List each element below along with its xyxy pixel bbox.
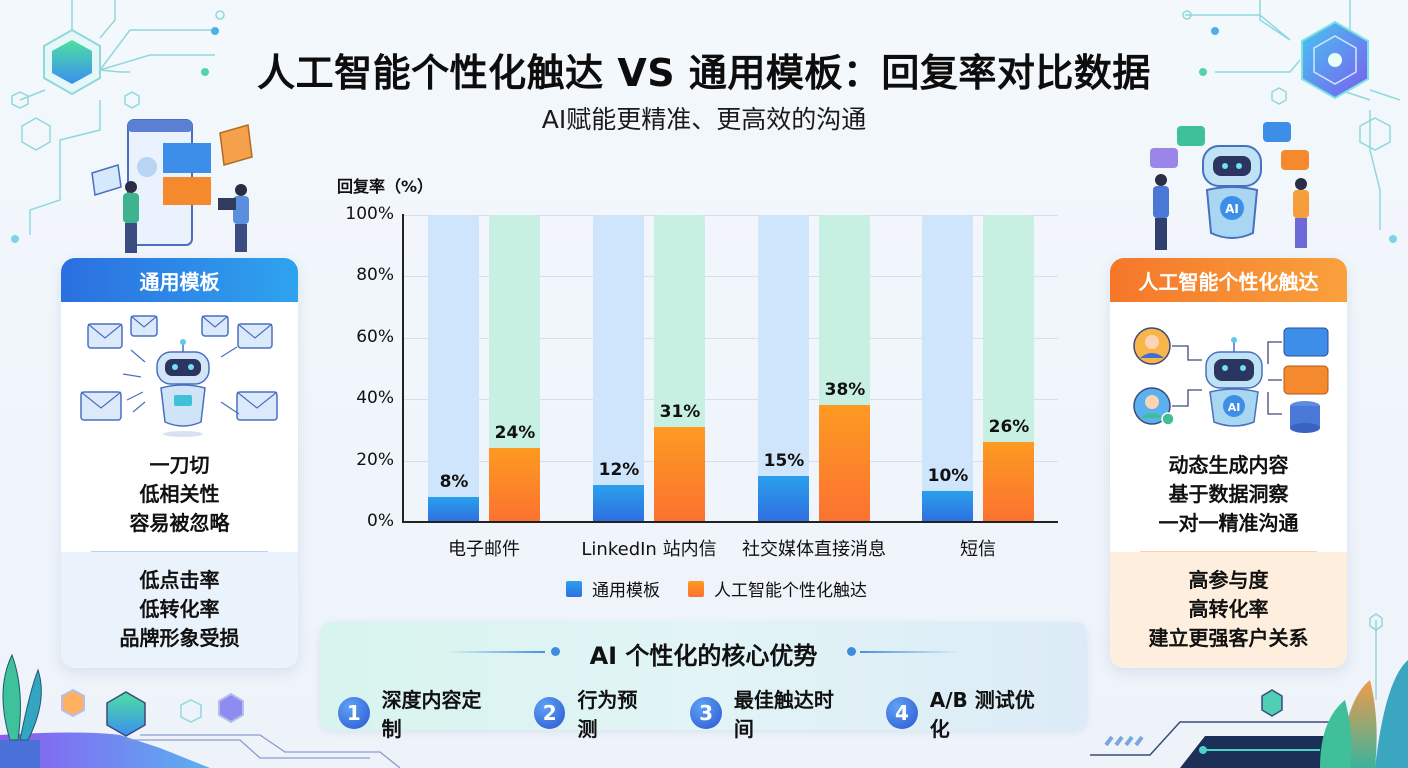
gridline — [404, 399, 1058, 401]
advantage-item: 1 深度内容定制 — [338, 684, 500, 742]
bar-orange — [654, 426, 705, 522]
bar-value-label: 38% — [824, 380, 866, 401]
legend-label: 通用模板 — [592, 581, 660, 601]
number-badge-icon: 1 — [338, 697, 370, 729]
legend-swatch-blue — [566, 580, 582, 597]
svg-text:AI: AI — [1228, 401, 1241, 414]
trait-item: 基于数据洞察 — [1168, 482, 1289, 506]
trait-item: 一刀切 — [149, 453, 210, 477]
trait-item: 动态生成内容 — [1168, 453, 1289, 477]
bar-track — [758, 215, 809, 522]
ai-personalization-icon: AI — [1110, 302, 1347, 437]
svg-text:AI: AI — [1225, 202, 1239, 216]
bar-value-label: 24% — [494, 423, 536, 444]
generic-outreach-illustration — [91, 119, 253, 253]
trait-item: 一对一精准沟通 — [1158, 511, 1299, 535]
legend-swatch-orange — [688, 580, 704, 597]
card-title: 通用模板 — [61, 258, 298, 302]
outcome-item: 高转化率 — [1188, 597, 1269, 621]
advantage-item: 2 行为预测 — [533, 684, 656, 742]
card-title: 人工智能个性化触达 — [1110, 258, 1347, 302]
y-tick-label: 100% — [345, 204, 394, 224]
generic-template-card: 通用模板 一刀切 低相关性 容易被忽略 — [61, 258, 298, 668]
advantage-item: 4 A/B 测试优化 — [886, 684, 1053, 742]
bar-orange — [983, 442, 1034, 522]
x-tick-label: 短信 — [960, 539, 996, 560]
advantages-title: AI 个性化的核心优势 — [589, 642, 818, 670]
trait-item: 低相关性 — [139, 482, 220, 506]
divider — [91, 551, 268, 552]
generic-traits: 一刀切 低相关性 容易被忽略 — [61, 437, 298, 551]
y-tick-label: 60% — [356, 326, 394, 347]
advantage-item: 3 最佳触达时间 — [690, 684, 852, 742]
number-badge-icon: 4 — [886, 697, 918, 729]
outcome-item: 建立更强客户关系 — [1148, 626, 1309, 650]
gridline — [404, 215, 1058, 216]
advantage-label: 行为预测 — [577, 688, 638, 741]
bar-value-label: 26% — [988, 417, 1030, 438]
bar-value-label: 8% — [439, 472, 469, 493]
x-tick-label: 社交媒体直接消息 — [742, 539, 886, 560]
bar-value-label: 10% — [927, 466, 969, 487]
ai-outcomes: 高参与度 高转化率 建立更强客户关系 — [1110, 552, 1347, 668]
y-tick-label: 0% — [367, 511, 394, 531]
y-tick-label: 80% — [356, 265, 394, 286]
bar-track — [428, 215, 479, 522]
bar-track — [922, 215, 973, 522]
gridline — [404, 276, 1058, 278]
robot-mass-email-icon — [61, 302, 298, 437]
outcome-item: 低转化率 — [139, 597, 220, 621]
gridline — [404, 460, 1058, 462]
bar-blue — [428, 497, 479, 522]
y-axis — [402, 214, 404, 523]
divider — [445, 651, 545, 653]
dot-icon — [551, 647, 560, 656]
ai-traits: 动态生成内容 基于数据洞察 一对一精准沟通 — [1110, 437, 1347, 551]
number-badge-icon: 2 — [533, 697, 566, 729]
divider — [860, 651, 960, 653]
outcome-item: 低点击率 — [139, 568, 220, 592]
y-tick-label: 20% — [356, 449, 394, 470]
outcome-item: 高参与度 — [1188, 568, 1269, 592]
advantage-label: 深度内容定制 — [381, 688, 482, 741]
y-axis-title: 回复率（%） — [337, 177, 434, 196]
bar-orange — [819, 405, 870, 522]
bar-value-label: 15% — [763, 450, 805, 471]
generic-outcomes: 低点击率 低转化率 品牌形象受损 — [61, 552, 298, 668]
legend-item-generic: 通用模板 — [566, 576, 660, 601]
x-axis — [402, 521, 1058, 523]
advantages-list: 1 深度内容定制 2 行为预测 3 最佳触达时间 4 A/B 测试优化 — [338, 684, 1087, 742]
legend-label: 人工智能个性化触达 — [714, 581, 867, 601]
divider — [1140, 551, 1317, 552]
x-tick-label: 电子邮件 — [448, 539, 520, 560]
page-subtitle: AI赋能更精准、更高效的沟通 — [541, 105, 867, 134]
bar-blue — [593, 485, 644, 522]
advantage-label: 最佳触达时间 — [733, 688, 834, 741]
core-advantages-panel: AI 个性化的核心优势 1 深度内容定制 2 行为预测 3 最佳触达时间 4 A… — [320, 622, 1087, 741]
bar-value-label: 31% — [659, 401, 701, 422]
legend-item-ai: 人工智能个性化触达 — [688, 576, 867, 601]
bar-blue — [922, 491, 973, 522]
ai-personalized-card: 人工智能个性化触达 AI 动态生成内容 基于数 — [1110, 258, 1347, 668]
chart-legend: 通用模板 人工智能个性化触达 — [566, 576, 895, 601]
page-title: 人工智能个性化触达 VS 通用模板：回复率对比数据 — [257, 51, 1151, 95]
x-tick-label: LinkedIn 站内信 — [581, 539, 717, 560]
trait-item: 容易被忽略 — [129, 511, 230, 535]
bar-orange — [489, 448, 540, 522]
gridline — [404, 337, 1058, 339]
dot-icon — [847, 647, 856, 656]
outcome-item: 品牌形象受损 — [119, 626, 240, 650]
bar-value-label: 12% — [598, 460, 640, 481]
bar-track — [593, 215, 644, 522]
ai-outreach-illustration: AI — [1150, 122, 1309, 250]
advantage-label: A/B 测试优化 — [929, 688, 1035, 741]
y-tick-label: 40% — [356, 388, 394, 409]
bar-blue — [758, 475, 809, 522]
number-badge-icon: 3 — [690, 697, 722, 729]
